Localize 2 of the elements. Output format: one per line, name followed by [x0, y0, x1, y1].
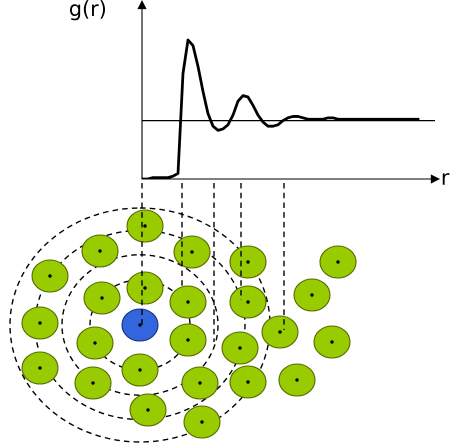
y-axis-title: g(r)	[70, 0, 106, 20]
x-axis-title: r	[442, 173, 450, 185]
